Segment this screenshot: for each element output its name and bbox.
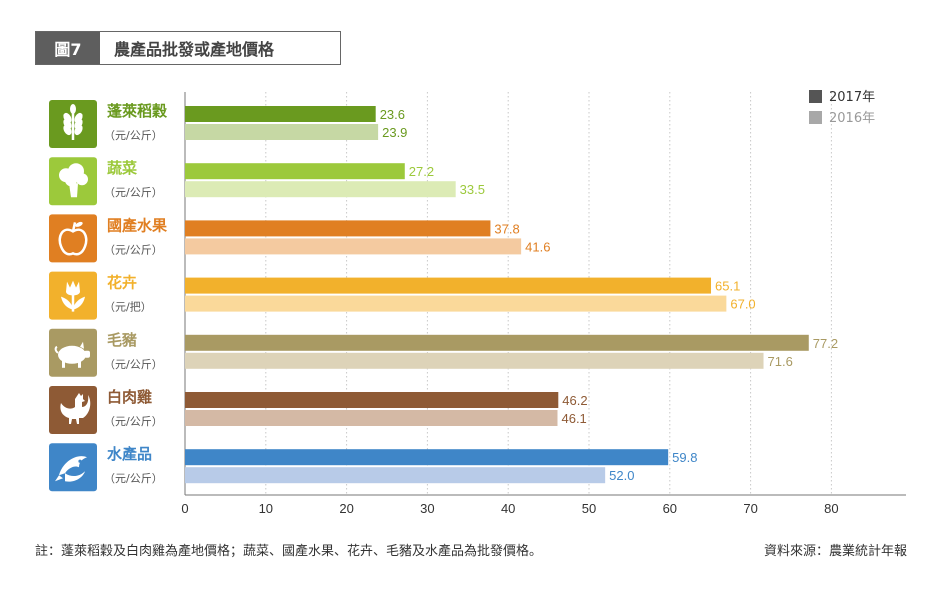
- bar-2016: [185, 352, 764, 369]
- category-unit: （元/公斤）: [104, 358, 163, 371]
- x-tick-label: 30: [420, 501, 434, 516]
- data-label: 41.6: [525, 239, 550, 254]
- category-label: 蓬萊稻穀: [107, 102, 168, 120]
- data-label: 71.6: [768, 354, 793, 369]
- bar-2017: [185, 106, 376, 122]
- bar-2016: [185, 410, 558, 426]
- icon-tile: [49, 214, 97, 263]
- pig-icon: [49, 328, 97, 377]
- bar-2016: [185, 238, 522, 255]
- x-tick-label: 50: [582, 501, 596, 516]
- x-tick-label: 0: [181, 501, 188, 516]
- data-label: 67.0: [730, 297, 755, 312]
- category-label: 水產品: [107, 445, 152, 463]
- category-label: 國產水果: [107, 216, 168, 234]
- x-tick-label: 80: [824, 501, 838, 516]
- bar-2016: [185, 124, 379, 140]
- category-unit: （元/公斤）: [104, 415, 163, 428]
- x-tick-label: 60: [663, 501, 677, 516]
- category-unit: （元/公斤）: [104, 243, 163, 256]
- bar-2017: [185, 163, 405, 180]
- data-label: 46.1: [561, 411, 586, 426]
- legend-label: 2017年: [829, 90, 875, 105]
- category-unit: （元/公斤）: [104, 472, 163, 485]
- bar-2016: [185, 467, 606, 484]
- x-tick-label: 20: [339, 501, 353, 516]
- wheat-icon: [49, 100, 97, 148]
- footnote: 註：蓬萊稻穀及白肉雞為產地價格；蔬菜、國產水果、花卉、毛豬及水產品為批發價格。: [35, 544, 543, 559]
- tulip-icon: [49, 271, 97, 320]
- data-label: 46.2: [562, 393, 587, 408]
- bar-2017: [185, 220, 491, 237]
- chart-title: 農產品批發或產地價格: [114, 40, 275, 59]
- rooster-icon: [49, 386, 97, 434]
- data-label: 37.8: [494, 221, 519, 236]
- data-label: 33.5: [460, 182, 485, 197]
- x-tick-label: 10: [259, 501, 273, 516]
- data-label: 77.2: [813, 336, 838, 351]
- figure-title-box: 圖7 農產品批發或產地價格: [35, 31, 341, 65]
- legend-label: 2016年: [829, 111, 875, 126]
- bar-2016: [185, 295, 727, 312]
- bar-2017: [185, 334, 809, 351]
- icon-tile: [49, 443, 97, 492]
- category-unit: （元/公斤）: [104, 129, 163, 142]
- data-label: 59.8: [672, 450, 697, 465]
- data-label: 65.1: [715, 279, 740, 294]
- data-label: 23.6: [380, 107, 405, 122]
- data-label: 27.2: [409, 164, 434, 179]
- category-label: 蔬菜: [107, 159, 137, 177]
- bar-2016: [185, 181, 456, 198]
- category-label: 花卉: [107, 274, 137, 292]
- category-label: 毛豬: [107, 331, 137, 349]
- data-label: 23.9: [382, 125, 407, 140]
- x-tick-label: 40: [501, 501, 515, 516]
- bar-2017: [185, 449, 669, 466]
- fish-icon: [49, 443, 97, 492]
- category-unit: （元/公斤）: [104, 186, 163, 199]
- data-label: 52.0: [609, 468, 634, 483]
- legend-swatch: [809, 111, 822, 124]
- bar-2017: [185, 392, 559, 408]
- legend-swatch: [809, 90, 822, 103]
- category-label: 白肉雞: [107, 388, 152, 406]
- category-unit: （元/把）: [104, 300, 152, 314]
- source-note: 資料來源：農業統計年報: [763, 544, 907, 559]
- x-tick-label: 70: [743, 501, 757, 516]
- figure-number: 圖7: [36, 32, 100, 64]
- broccoli-icon: [49, 157, 97, 206]
- apple-icon: [49, 214, 97, 263]
- bar-2017: [185, 277, 712, 294]
